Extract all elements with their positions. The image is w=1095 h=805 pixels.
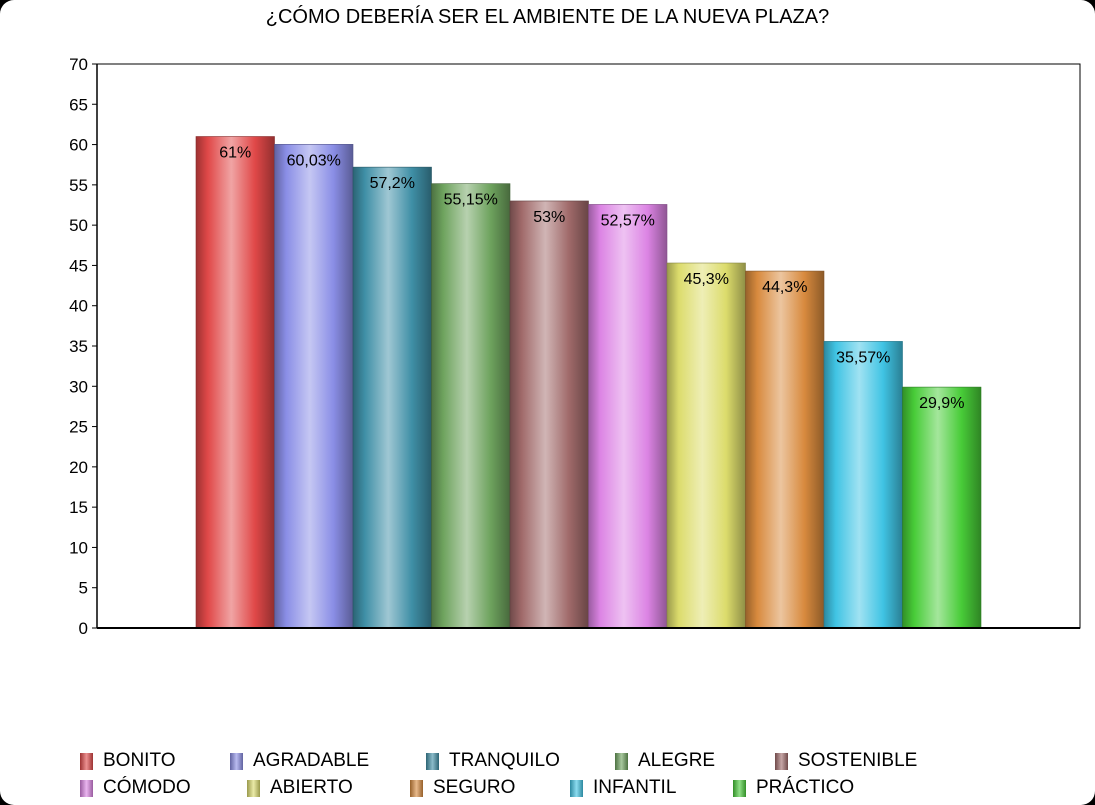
data-label: 53% (533, 209, 565, 226)
bar-sostenible (509, 200, 589, 629)
data-label: 29,9% (919, 395, 964, 412)
bar-tranquilo (352, 166, 432, 629)
legend-label: SOSTENIBLE (798, 750, 918, 771)
data-label: 35,57% (836, 349, 890, 366)
legend-item: TRANQUILO (426, 750, 560, 772)
legend-item: CÓMODO (80, 777, 191, 799)
data-label: 61% (219, 145, 251, 162)
bar-bonito (195, 136, 275, 629)
y-tick-label: 0 (79, 619, 88, 638)
y-tick-label: 70 (69, 55, 88, 74)
legend-label: INFANTIL (593, 777, 677, 798)
y-tick-label: 40 (69, 297, 88, 316)
legend-swatch (230, 752, 243, 770)
data-label: 45,3% (684, 271, 729, 288)
bar-abierto (666, 262, 746, 629)
chart-title: ¿CÓMO DEBERÍA SER EL AMBIENTE DE LA NUEV… (265, 6, 830, 28)
data-label: 57,2% (370, 175, 415, 192)
y-tick-label: 25 (69, 418, 88, 437)
y-tick-label: 45 (69, 256, 88, 275)
y-tick-label: 60 (69, 136, 88, 155)
legend-label: ABIERTO (270, 777, 353, 798)
bar-cómodo (588, 204, 668, 629)
data-label: 60,03% (287, 152, 341, 169)
legend-label: CÓMODO (103, 777, 191, 798)
data-label: 55,15% (444, 192, 498, 209)
legend-item: AGRADABLE (230, 750, 369, 772)
legend-swatch (410, 779, 423, 797)
legend-swatch (247, 779, 260, 797)
y-tick-label: 65 (69, 95, 88, 114)
legend-item: PRÁCTICO (733, 777, 854, 799)
bar-seguro (745, 270, 825, 629)
legend-item: ABIERTO (247, 777, 353, 799)
legend-swatch (775, 752, 788, 770)
y-tick-label: 35 (69, 337, 88, 356)
y-tick-label: 55 (69, 176, 88, 195)
legend-label: SEGURO (433, 777, 516, 798)
legend-swatch (615, 752, 628, 770)
bar-práctico (902, 386, 982, 629)
bar-infantil (823, 341, 903, 629)
y-tick-label: 10 (69, 538, 88, 557)
legend-label: PRÁCTICO (756, 777, 855, 798)
legend-swatch (733, 779, 746, 797)
data-label: 44,3% (762, 279, 807, 296)
legend-item: ALEGRE (615, 750, 715, 772)
legend-label: TRANQUILO (449, 750, 560, 771)
legend-label: ALEGRE (638, 750, 716, 771)
legend-swatch (570, 779, 583, 797)
y-tick-label: 15 (69, 498, 88, 517)
legend-swatch (80, 752, 93, 770)
bar-agradable (274, 144, 354, 629)
data-label: 52,57% (601, 212, 655, 229)
y-tick-label: 30 (69, 377, 88, 396)
legend-label: AGRADABLE (253, 750, 370, 771)
y-tick-label: 5 (79, 579, 88, 598)
legend-item: SEGURO (410, 777, 515, 799)
legend-swatch (426, 752, 439, 770)
legend-item: INFANTIL (570, 777, 676, 799)
bar-alegre (431, 183, 511, 629)
y-tick-label: 50 (69, 216, 88, 235)
legend-item: SOSTENIBLE (775, 750, 917, 772)
legend-swatch (80, 779, 93, 797)
legend-item: BONITO (80, 750, 176, 772)
y-tick-label: 20 (69, 458, 88, 477)
legend-label: BONITO (103, 750, 176, 771)
